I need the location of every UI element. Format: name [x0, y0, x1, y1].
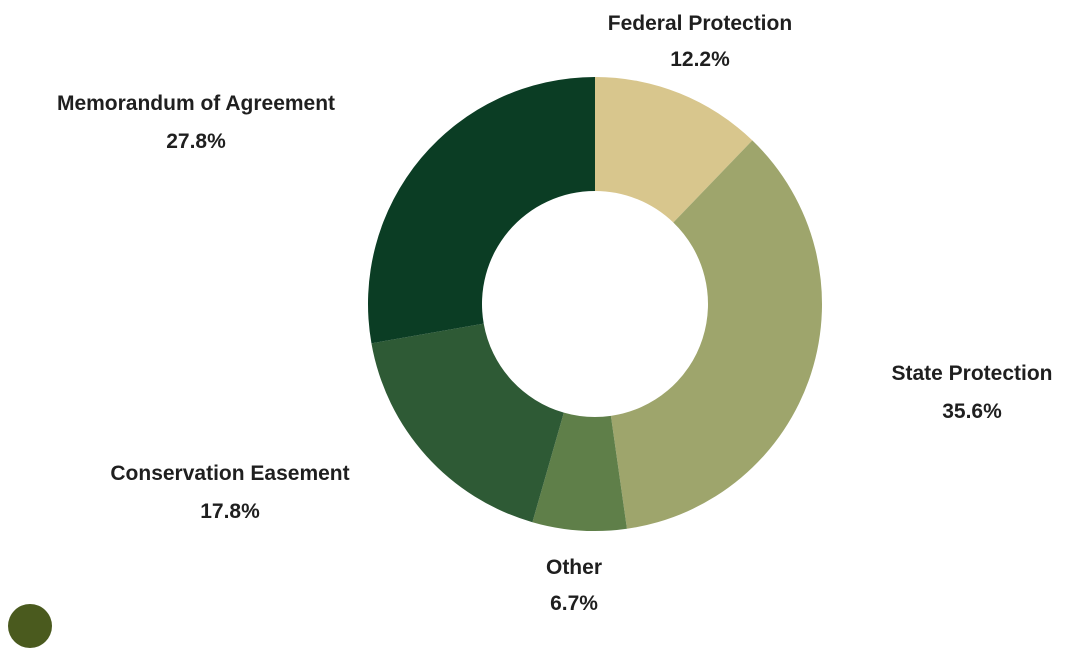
slice-state-protection — [610, 140, 822, 529]
label-state-protection: State Protection — [891, 362, 1052, 385]
value-federal-protection: 12.2% — [670, 48, 730, 71]
value-state-protection: 35.6% — [942, 400, 1002, 423]
value-other: 6.7% — [550, 592, 598, 615]
label-memorandum-of-agreement: Memorandum of Agreement — [57, 92, 335, 115]
corner-logo-mark — [8, 604, 52, 648]
slice-conservation-easement — [371, 323, 564, 523]
label-federal-protection: Federal Protection — [608, 12, 792, 35]
donut-slices — [368, 77, 822, 531]
label-other: Other — [546, 556, 602, 579]
slice-other — [532, 412, 627, 531]
value-conservation-easement: 17.8% — [200, 500, 260, 523]
donut-chart: Federal Protection 12.2% State Protectio… — [57, 12, 1053, 615]
value-memorandum-of-agreement: 27.8% — [166, 130, 226, 153]
slice-memorandum-of-agreement — [368, 77, 595, 344]
label-conservation-easement: Conservation Easement — [110, 462, 349, 485]
slice-federal-protection — [595, 77, 753, 223]
